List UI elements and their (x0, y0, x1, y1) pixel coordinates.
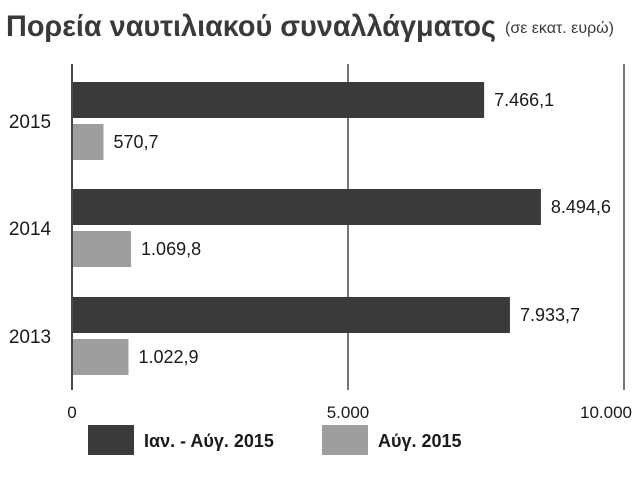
legend-swatch-aug (322, 425, 368, 455)
chart-subtitle: (σε εκατ. ευρώ) (505, 20, 614, 37)
bar-jan-aug-2015 (73, 82, 485, 118)
bar-jan-aug-2013 (73, 297, 510, 333)
value-label-jan-aug-2013: 7.933,7 (520, 305, 580, 325)
plot-area: 0 5.000 10.000 2015 7.466,1 570,7 2014 8.494,6 1… (9, 64, 632, 422)
x-tick-label-2: 10.000 (580, 403, 632, 422)
bar-aug-2014 (73, 231, 132, 267)
value-label-jan-aug-2015: 7.466,1 (494, 90, 554, 110)
bar-aug-2015 (73, 124, 104, 160)
category-label-2013: 2013 (9, 327, 51, 348)
legend-swatch-jan-aug (88, 425, 134, 455)
bar-jan-aug-2014 (73, 189, 541, 225)
legend-label-jan-aug: Ιαν. - Αύγ. 2015 (144, 431, 274, 451)
bar-aug-2013 (73, 339, 129, 375)
value-label-jan-aug-2014: 8.494,6 (551, 197, 611, 217)
legend: Ιαν. - Αύγ. 2015 Αύγ. 2015 (88, 425, 462, 455)
x-tick-label-1: 5.000 (327, 403, 370, 422)
category-label-2015: 2015 (9, 112, 51, 133)
x-tick-label-0: 0 (67, 403, 76, 422)
category-label-2014: 2014 (9, 219, 52, 240)
value-label-aug-2013: 1.022,9 (138, 347, 198, 367)
value-label-aug-2014: 1.069,8 (141, 239, 201, 259)
value-label-aug-2015: 570,7 (114, 132, 159, 152)
chart-title: Πορεία ναυτιλιακού συναλλάγματος (6, 10, 496, 43)
legend-label-aug: Αύγ. 2015 (378, 431, 462, 451)
